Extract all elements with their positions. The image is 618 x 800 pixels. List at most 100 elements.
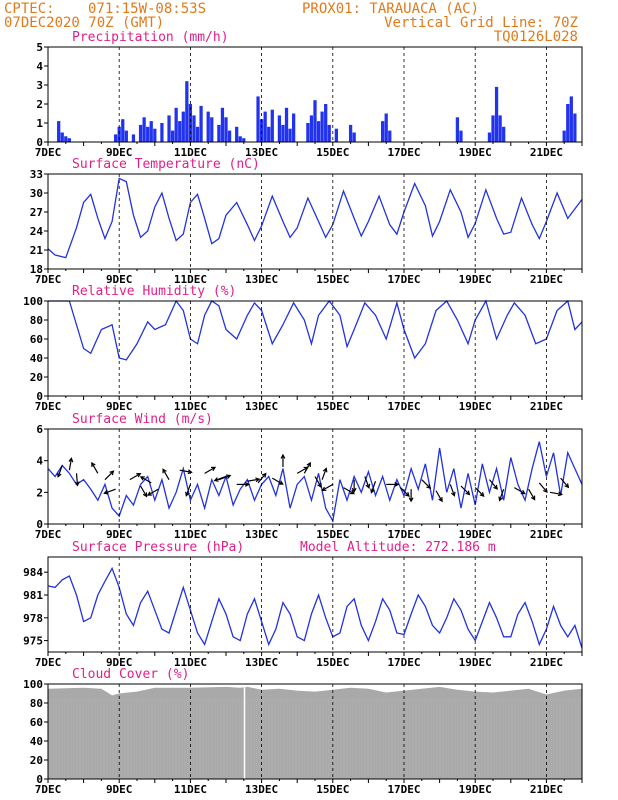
- precip-xtick-label: 17DEC: [387, 146, 420, 159]
- wind-arrow-head: [520, 489, 526, 495]
- temp-title: Surface Temperature (nC): [72, 157, 260, 172]
- wind-arrow-head: [255, 477, 261, 483]
- temp-xtick-label: 13DEC: [245, 273, 278, 286]
- temp-xtick-label: 17DEC: [387, 273, 420, 286]
- wind-arrow: [104, 488, 116, 494]
- humidity-title: Relative Humidity (%): [72, 284, 236, 299]
- humidity-xtick-label: 13DEC: [245, 400, 278, 413]
- wind-arrow: [560, 477, 569, 488]
- precip-bar: [498, 115, 502, 142]
- wind-ytick-label: 2: [36, 486, 43, 499]
- precip-bar: [131, 134, 136, 142]
- cloud-ytick-label: 40: [30, 735, 43, 748]
- wind-line: [47, 441, 583, 523]
- cloud-area: [48, 686, 582, 779]
- wind-arrow-head: [322, 467, 328, 473]
- precip-bar: [348, 124, 353, 142]
- humidity-xtick-label: 9DEC: [106, 400, 133, 413]
- wind-arrow-head: [56, 472, 62, 478]
- precip-bar: [334, 128, 338, 142]
- precip-bar: [573, 113, 577, 142]
- humidity-frame: [47, 300, 583, 397]
- wind-arrow-head: [244, 481, 250, 487]
- precip-bar: [185, 81, 189, 142]
- wind-xtick-label: 19DEC: [459, 528, 492, 541]
- pressure-xtick-label: 11DEC: [174, 656, 207, 669]
- wind-arrow-head: [142, 492, 148, 498]
- precip-bar: [142, 117, 146, 142]
- wind-arrow: [364, 476, 370, 488]
- precip-bar: [384, 113, 388, 142]
- header-coords: 071:15W-08:53S: [88, 1, 206, 17]
- precip-bar: [263, 111, 267, 142]
- humidity-ytick-label: 40: [30, 352, 43, 365]
- wind-arrow: [460, 485, 470, 495]
- precip-bar: [455, 117, 460, 142]
- precip-bar: [124, 130, 128, 142]
- wind-arrow-head: [278, 480, 284, 485]
- precip-bar: [167, 115, 171, 142]
- precip-bar: [227, 130, 232, 142]
- precip-bar: [138, 124, 143, 142]
- temp-ytick-label: 33: [30, 168, 43, 181]
- pressure-ytick-label: 978: [23, 612, 43, 625]
- wind-arrow: [514, 487, 526, 495]
- wind-arrow-head: [465, 490, 471, 496]
- precip-xtick-label: 11DEC: [174, 146, 207, 159]
- humidity-ytick-label: 80: [30, 314, 43, 327]
- wind-arrow-head: [394, 481, 400, 487]
- pressure-ytick-label: 975: [23, 635, 43, 648]
- wind-arrow-head: [187, 469, 193, 475]
- wind-arrow-head: [317, 482, 322, 488]
- humidity-ytick-label: 20: [30, 371, 43, 384]
- altitude-annotation: Model Altitude: 272.186 m: [300, 540, 496, 555]
- wind-arrow: [75, 473, 79, 486]
- precip-ytick-label: 2: [36, 98, 43, 111]
- wind-arrow: [204, 466, 216, 474]
- humidity-xtick-label: 17DEC: [387, 400, 420, 413]
- precip-bar: [153, 128, 157, 142]
- precip-bar: [170, 130, 175, 142]
- precip-bar: [178, 121, 182, 142]
- cloud-ytick-label: 100: [23, 678, 43, 691]
- wind-arrow-head: [404, 492, 410, 497]
- wind-xtick-label: 11DEC: [174, 528, 207, 541]
- pressure-xtick-label: 9DEC: [106, 656, 133, 669]
- humidity-xtick-label: 11DEC: [174, 400, 207, 413]
- temp-ytick-label: 30: [30, 187, 43, 200]
- precip-bar: [502, 126, 506, 142]
- wind-arrow: [185, 484, 191, 496]
- precip-bar: [181, 111, 185, 142]
- precip-bar: [57, 121, 61, 142]
- wind-arrow: [343, 487, 355, 495]
- wind-arrow-head: [370, 488, 375, 494]
- cloud-ytick-label: 80: [30, 697, 43, 710]
- wind-arrow-head: [493, 484, 498, 490]
- wind-arrow: [296, 466, 308, 474]
- wind-arrow: [214, 475, 227, 482]
- wind-arrow: [68, 458, 73, 471]
- cloud-xtick-label: 11DEC: [174, 783, 207, 796]
- humidity-xtick-label: 7DEC: [35, 400, 62, 413]
- wind-arrow-head: [139, 476, 145, 481]
- precip-bar: [267, 126, 271, 142]
- wind-arrow: [499, 488, 505, 501]
- header-point: PROX01: TARAUACA (AC): [302, 1, 479, 17]
- wind-xtick-label: 17DEC: [387, 528, 420, 541]
- cloud-ytick-label: 60: [30, 716, 43, 729]
- wind-xtick-label: 21DEC: [530, 528, 563, 541]
- wind-arrow: [528, 488, 536, 500]
- wind-arrow: [474, 487, 485, 497]
- temp-ytick-label: 18: [30, 263, 43, 276]
- humidity-line: [48, 299, 583, 361]
- precip-bar: [259, 119, 264, 142]
- wind-arrow: [400, 487, 410, 497]
- wind-arrow: [321, 468, 327, 480]
- precip-xtick-label: 19DEC: [459, 146, 492, 159]
- wind-arrow: [538, 482, 548, 493]
- cloud-xtick-label: 13DEC: [245, 783, 278, 796]
- precip-bar: [192, 115, 196, 142]
- precip-xtick-label: 9DEC: [106, 146, 133, 159]
- temp-ytick-label: 24: [30, 225, 44, 238]
- precip-xtick-label: 13DEC: [245, 146, 278, 159]
